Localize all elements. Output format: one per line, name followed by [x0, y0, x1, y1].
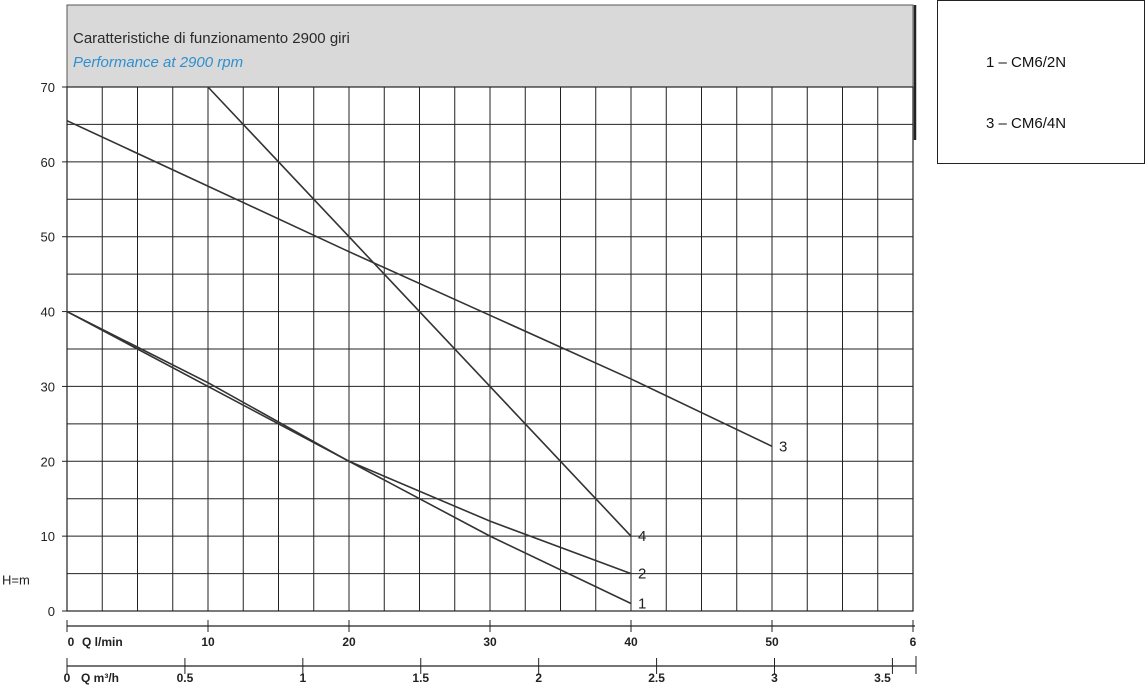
x-tick-label-lmin: 20 [342, 635, 356, 649]
curve-4 [207, 86, 632, 537]
y-axis-ticks: 0 10 20 30 40 50 60 70 [41, 80, 55, 619]
chart-grid [62, 5, 917, 612]
y-tick-label: 20 [41, 454, 55, 469]
x-tick-label-m3h: 3.5 [874, 671, 891, 685]
legend: 1 – CM6/2N 3 – CM6/4N [937, 0, 1145, 164]
x-tick-label-m3h: 3 [771, 671, 778, 685]
y-tick-label: 60 [41, 155, 55, 170]
curve-2 [66, 310, 632, 575]
y-tick-label: 50 [41, 230, 55, 245]
legend-item-cm6-2n: 1 – CM6/2N [986, 54, 1067, 71]
x-axis-label-m3h: Q m³/h [81, 671, 119, 685]
chart-curves [66, 86, 773, 605]
x-tick-label-m3h: 1.5 [412, 671, 429, 685]
curve-label-3: 3 [779, 438, 787, 455]
y-tick-label: 10 [41, 529, 55, 544]
performance-chart: Caratteristiche di funzionamento 2900 gi… [2, 4, 917, 685]
x-axis-m3h: 0 0.5 1 1.5 2 2.5 3 3.5 [64, 656, 917, 685]
x-tick-label-lmin: 30 [483, 635, 497, 649]
y-tick-label: 40 [41, 305, 55, 320]
x-tick-label-lmin: 40 [624, 635, 638, 649]
y-tick-label: 30 [41, 379, 55, 394]
legend-item-cm6-4n: 3 – CM6/4N [986, 115, 1067, 132]
y-axis-label: H=m [2, 573, 30, 588]
x-tick-label-lmin: 6 [910, 635, 917, 649]
x-tick-label-m3h: 2 [535, 671, 542, 685]
x-tick-label-lmin: 0 [68, 635, 75, 649]
chart-subtitle: Performance at 2900 rpm [73, 54, 243, 71]
x-tick-label-m3h: 0.5 [177, 671, 194, 685]
x-tick-label-lmin: 50 [765, 635, 779, 649]
curve-label-4: 4 [638, 528, 646, 545]
y-tick-label: 0 [48, 604, 55, 619]
x-tick-label-m3h: 1 [299, 671, 306, 685]
chart-header-band [66, 4, 914, 88]
x-tick-label-lmin: 10 [201, 635, 215, 649]
x-axis-lmin: 0 10 20 30 40 50 6 [66, 620, 917, 649]
x-tick-label-m3h: 0 [64, 671, 71, 685]
curve-3 [66, 119, 773, 448]
curve-labels: 1 2 3 4 [638, 438, 787, 612]
chart-title: Caratteristiche di funzionamento 2900 gi… [73, 30, 350, 47]
y-tick-label: 70 [41, 80, 55, 95]
curve-label-2: 2 [638, 566, 646, 583]
x-axis-label-lmin: Q l/min [82, 635, 123, 649]
curve-label-1: 1 [638, 596, 646, 613]
x-tick-label-m3h: 2.5 [648, 671, 665, 685]
